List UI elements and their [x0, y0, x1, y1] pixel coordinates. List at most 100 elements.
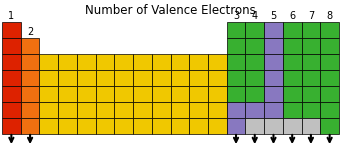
- Bar: [246, 118, 264, 134]
- Bar: [264, 86, 283, 102]
- Bar: [246, 22, 264, 38]
- Bar: [264, 54, 283, 70]
- Bar: [2, 118, 21, 134]
- Text: 5: 5: [270, 11, 277, 21]
- Bar: [40, 70, 58, 86]
- Bar: [246, 86, 264, 102]
- Bar: [301, 70, 320, 86]
- Bar: [152, 54, 170, 70]
- Bar: [170, 118, 189, 134]
- Bar: [40, 86, 58, 102]
- Bar: [301, 118, 320, 134]
- Bar: [246, 38, 264, 54]
- Bar: [283, 70, 301, 86]
- Bar: [264, 38, 283, 54]
- Bar: [227, 86, 246, 102]
- Text: Number of Valence Electrons: Number of Valence Electrons: [85, 4, 256, 17]
- Bar: [170, 54, 189, 70]
- Bar: [170, 86, 189, 102]
- Bar: [21, 54, 40, 70]
- Bar: [264, 70, 283, 86]
- Bar: [320, 86, 339, 102]
- Bar: [170, 102, 189, 118]
- Bar: [152, 102, 170, 118]
- Bar: [152, 118, 170, 134]
- Bar: [301, 22, 320, 38]
- Bar: [283, 54, 301, 70]
- Bar: [77, 54, 95, 70]
- Bar: [189, 102, 208, 118]
- Bar: [58, 86, 77, 102]
- Bar: [77, 102, 95, 118]
- Text: 2: 2: [27, 27, 33, 37]
- Bar: [227, 102, 246, 118]
- Bar: [283, 102, 301, 118]
- Bar: [21, 38, 40, 54]
- Bar: [264, 22, 283, 38]
- Bar: [133, 86, 152, 102]
- Bar: [114, 70, 133, 86]
- Bar: [40, 118, 58, 134]
- Bar: [2, 86, 21, 102]
- Bar: [227, 38, 246, 54]
- Bar: [2, 70, 21, 86]
- Bar: [189, 118, 208, 134]
- Bar: [152, 70, 170, 86]
- Bar: [95, 70, 114, 86]
- Bar: [227, 118, 246, 134]
- Bar: [320, 54, 339, 70]
- Bar: [189, 70, 208, 86]
- Bar: [189, 86, 208, 102]
- Bar: [77, 118, 95, 134]
- Bar: [170, 70, 189, 86]
- Bar: [189, 54, 208, 70]
- Bar: [133, 118, 152, 134]
- Bar: [227, 22, 246, 38]
- Text: 6: 6: [289, 11, 295, 21]
- Bar: [208, 70, 227, 86]
- Bar: [208, 118, 227, 134]
- Bar: [283, 86, 301, 102]
- Bar: [301, 102, 320, 118]
- Bar: [133, 102, 152, 118]
- Bar: [77, 86, 95, 102]
- Bar: [227, 70, 246, 86]
- Bar: [21, 118, 40, 134]
- Text: 1: 1: [8, 11, 14, 21]
- Bar: [114, 118, 133, 134]
- Bar: [301, 86, 320, 102]
- Bar: [58, 118, 77, 134]
- Bar: [114, 54, 133, 70]
- Bar: [2, 102, 21, 118]
- Bar: [320, 38, 339, 54]
- Text: 4: 4: [252, 11, 258, 21]
- Bar: [2, 22, 21, 38]
- Bar: [320, 22, 339, 38]
- Bar: [320, 70, 339, 86]
- Bar: [77, 70, 95, 86]
- Bar: [21, 102, 40, 118]
- Bar: [283, 118, 301, 134]
- Bar: [58, 70, 77, 86]
- Bar: [320, 102, 339, 118]
- Bar: [246, 54, 264, 70]
- Text: 8: 8: [327, 11, 333, 21]
- Bar: [208, 54, 227, 70]
- Bar: [320, 118, 339, 134]
- Bar: [40, 102, 58, 118]
- Bar: [114, 102, 133, 118]
- Bar: [95, 54, 114, 70]
- Bar: [2, 54, 21, 70]
- Bar: [2, 38, 21, 54]
- Bar: [208, 86, 227, 102]
- Bar: [133, 70, 152, 86]
- Bar: [21, 86, 40, 102]
- Bar: [301, 38, 320, 54]
- Bar: [58, 102, 77, 118]
- Bar: [208, 102, 227, 118]
- Bar: [114, 86, 133, 102]
- Bar: [95, 102, 114, 118]
- Bar: [246, 102, 264, 118]
- Text: 3: 3: [233, 11, 239, 21]
- Bar: [264, 118, 283, 134]
